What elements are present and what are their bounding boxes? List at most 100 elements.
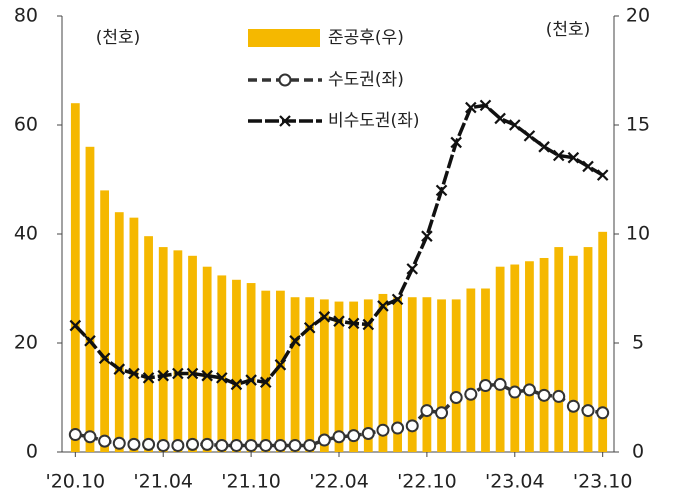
bar (378, 293, 388, 452)
bar (129, 217, 139, 452)
y-tick-label: 20 (14, 332, 38, 354)
marker (522, 383, 536, 397)
marker (186, 367, 199, 380)
x-tick-label: '21.10 (221, 471, 281, 493)
bar (495, 266, 505, 452)
bar (349, 301, 359, 452)
marker (259, 376, 272, 389)
marker (288, 438, 302, 452)
right-unit: (천호) (546, 20, 591, 40)
marker (142, 437, 156, 451)
marker (509, 119, 521, 131)
marker (186, 437, 200, 451)
marker (464, 387, 478, 401)
y-tick-label: 80 (14, 5, 38, 27)
bar (422, 297, 432, 452)
bar (173, 250, 183, 452)
bar (232, 279, 241, 452)
legend-marker (279, 115, 291, 127)
marker (362, 318, 375, 331)
marker (127, 437, 141, 451)
marker (113, 363, 126, 375)
marker (216, 372, 228, 384)
marker (552, 389, 566, 403)
marker (332, 430, 346, 444)
bar (598, 231, 608, 452)
bar (363, 299, 373, 452)
marker (347, 317, 360, 330)
bar (100, 190, 110, 452)
x-tick-label: '20.10 (46, 471, 106, 493)
bar (202, 266, 212, 452)
y2-tick-label: 0 (632, 441, 644, 463)
marker (435, 184, 448, 197)
bar (539, 257, 549, 452)
marker (83, 430, 97, 444)
y2-tick-label: 10 (626, 223, 650, 245)
marker (259, 438, 273, 452)
marker (142, 372, 155, 384)
marker (289, 335, 301, 347)
y-tick-label: 40 (14, 223, 38, 245)
bar (393, 297, 402, 452)
left-unit: (천호) (96, 28, 141, 48)
bar (481, 288, 490, 452)
marker (245, 374, 257, 386)
marker (406, 263, 419, 275)
marker (318, 311, 331, 323)
bar (305, 297, 315, 452)
bar (437, 299, 446, 452)
y2-tick-label: 5 (632, 332, 644, 354)
marker (201, 369, 213, 382)
x-tick-label: '22.04 (309, 471, 369, 493)
marker (98, 434, 112, 448)
marker (493, 377, 507, 391)
marker (229, 438, 243, 452)
marker (215, 438, 229, 452)
legend-marker (278, 73, 292, 87)
marker (420, 404, 434, 418)
y-tick-label: 60 (14, 114, 38, 136)
bar (407, 297, 417, 452)
marker (478, 379, 492, 393)
marker (112, 436, 126, 450)
x-tick-label: '21.04 (133, 471, 193, 493)
bar (568, 255, 578, 452)
marker (333, 315, 345, 327)
marker (391, 293, 404, 306)
legend-label: 비수도권(좌) (328, 111, 419, 131)
marker (508, 385, 522, 399)
bar (276, 290, 285, 452)
marker (157, 369, 169, 382)
bar (290, 297, 300, 452)
marker (156, 438, 170, 452)
bar (188, 255, 197, 452)
marker (391, 421, 405, 435)
marker (98, 352, 111, 365)
marker (450, 136, 462, 149)
bar (85, 146, 95, 453)
bar (510, 264, 520, 452)
bar (554, 247, 564, 452)
marker (273, 438, 287, 452)
marker (596, 406, 610, 420)
marker (303, 321, 316, 334)
marker (537, 388, 551, 402)
marker (479, 99, 492, 112)
marker (538, 141, 550, 153)
marker (494, 112, 506, 125)
bar (261, 290, 271, 452)
marker (567, 151, 580, 164)
bar (158, 247, 168, 452)
bar (525, 261, 534, 452)
marker (171, 438, 185, 452)
marker (449, 391, 463, 404)
marker (566, 399, 580, 413)
marker (347, 429, 361, 443)
legend-label: 수도권(좌) (328, 70, 404, 90)
bar (114, 212, 124, 452)
marker (84, 335, 96, 347)
marker (377, 300, 389, 312)
marker (581, 404, 595, 418)
